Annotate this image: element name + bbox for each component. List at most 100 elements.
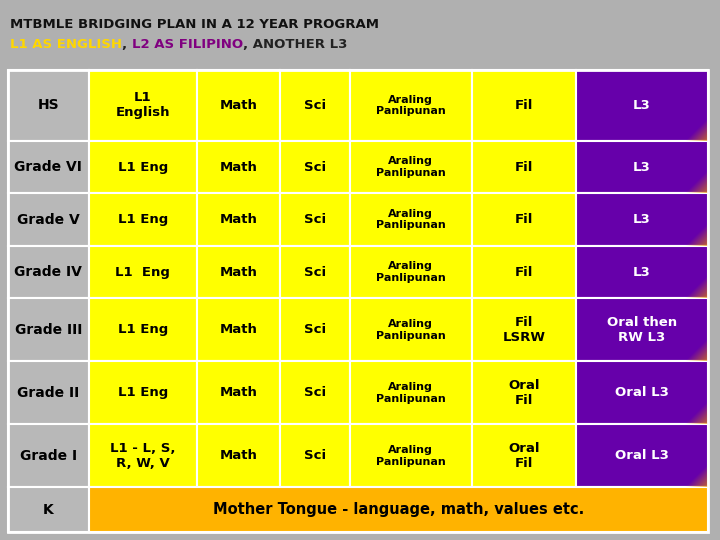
Bar [350,361,472,424]
Bar [279,193,350,246]
Text: Fil: Fil [515,160,533,174]
Bar [8,70,89,141]
Bar [350,141,472,193]
Bar [197,141,279,193]
Text: Fil: Fil [515,99,533,112]
Bar [8,193,89,246]
Text: MTBMLE BRIDGING PLAN IN A 12 YEAR PROGRAM: MTBMLE BRIDGING PLAN IN A 12 YEAR PROGRA… [10,18,379,31]
Text: Math: Math [220,160,257,174]
Text: Oral then
RW L3: Oral then RW L3 [607,316,677,344]
Text: L1 Eng: L1 Eng [117,213,168,226]
Bar [576,70,708,141]
Text: Araling
Panlipunan: Araling Panlipunan [376,156,446,178]
Bar [472,193,576,246]
Bar [8,70,708,532]
Bar [89,141,197,193]
Text: L3: L3 [633,99,651,112]
Text: Oral L3: Oral L3 [615,387,669,400]
Bar [89,246,197,299]
Bar [472,299,576,361]
Bar [472,70,576,141]
Text: Araling
Panlipunan: Araling Panlipunan [376,382,446,404]
Text: Math: Math [220,213,257,226]
Text: Math: Math [220,99,257,112]
Text: Math: Math [220,323,257,336]
Bar [197,193,279,246]
Text: L3: L3 [633,160,651,174]
Text: K: K [43,503,53,517]
Text: L3: L3 [633,213,651,226]
Bar [8,488,89,532]
Text: L3: L3 [633,266,651,279]
Text: ,: , [122,38,132,51]
Text: Grade V: Grade V [17,213,80,227]
Text: Sci: Sci [304,266,325,279]
Bar [8,361,89,424]
Bar [576,141,708,193]
Text: Oral L3: Oral L3 [615,449,669,462]
Text: Math: Math [220,387,257,400]
Text: L2 AS FILIPINO: L2 AS FILIPINO [132,38,243,51]
Text: L1 Eng: L1 Eng [117,160,168,174]
Bar [472,246,576,299]
Text: Grade I: Grade I [19,449,77,463]
Text: HS: HS [37,98,59,112]
Text: Fil: Fil [515,266,533,279]
Bar [350,424,472,488]
Bar [350,299,472,361]
Text: Sci: Sci [304,449,325,462]
Bar [279,141,350,193]
Bar [8,141,89,193]
Bar [89,361,197,424]
Text: Math: Math [220,449,257,462]
Bar [197,70,279,141]
Text: Math: Math [220,266,257,279]
Bar [197,424,279,488]
Text: Oral
Fil: Oral Fil [508,442,540,470]
Bar [472,141,576,193]
Text: L1 Eng: L1 Eng [117,323,168,336]
Text: Sci: Sci [304,387,325,400]
Bar [279,361,350,424]
Bar [576,193,708,246]
Bar [350,70,472,141]
Bar [89,193,197,246]
Text: L1
English: L1 English [115,91,170,119]
Bar [472,361,576,424]
Bar [197,299,279,361]
Bar [576,424,708,488]
Bar [576,299,708,361]
Bar [197,246,279,299]
Text: Sci: Sci [304,323,325,336]
Text: Grade III: Grade III [14,323,82,337]
Text: Grade VI: Grade VI [14,160,82,174]
Bar [350,246,472,299]
Text: L1 AS ENGLISH: L1 AS ENGLISH [10,38,122,51]
Text: Araling
Panlipunan: Araling Panlipunan [376,209,446,231]
Text: L1 - L, S,
R, W, V: L1 - L, S, R, W, V [110,442,176,470]
Text: Sci: Sci [304,99,325,112]
Bar [8,424,89,488]
Text: Fil
LSRW: Fil LSRW [503,316,546,344]
Bar [8,246,89,299]
Text: Grade II: Grade II [17,386,79,400]
Text: Mother Tongue - language, math, values etc.: Mother Tongue - language, math, values e… [212,502,584,517]
Text: Oral
Fil: Oral Fil [508,379,540,407]
Bar [197,361,279,424]
Bar [279,246,350,299]
Bar [279,299,350,361]
Bar [89,488,708,532]
Text: L1 Eng: L1 Eng [117,387,168,400]
Text: Grade IV: Grade IV [14,265,82,279]
Bar [279,424,350,488]
Text: Sci: Sci [304,213,325,226]
Bar [89,299,197,361]
Bar [350,193,472,246]
Text: Fil: Fil [515,213,533,226]
Bar [576,361,708,424]
Bar [576,246,708,299]
Bar [279,70,350,141]
Bar [89,424,197,488]
Bar [472,424,576,488]
Text: Araling
Panlipunan: Araling Panlipunan [376,261,446,283]
